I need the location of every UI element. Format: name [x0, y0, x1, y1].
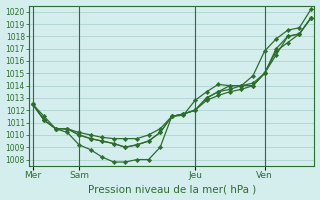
X-axis label: Pression niveau de la mer( hPa ): Pression niveau de la mer( hPa )	[88, 184, 256, 194]
